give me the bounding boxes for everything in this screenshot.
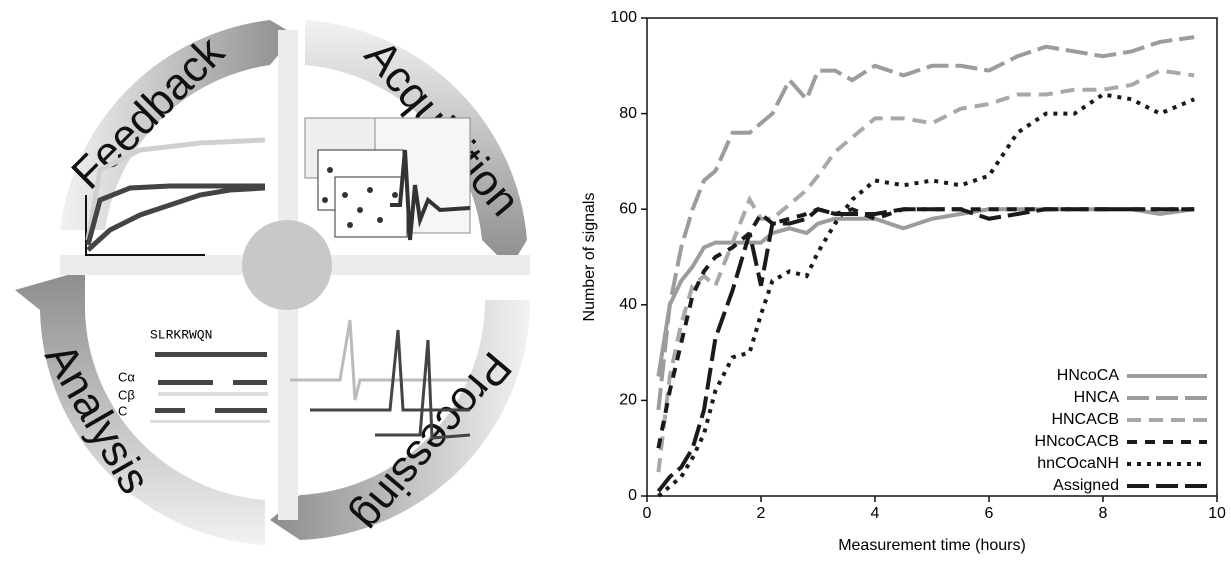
x-tick-label: 10 xyxy=(1208,505,1226,522)
x-tick-label: 4 xyxy=(871,505,880,522)
label-ca: Cα xyxy=(118,369,135,384)
label-feedback: Feedback xyxy=(62,27,234,199)
label-c: C xyxy=(118,403,127,418)
y-axis-label: Number of signals xyxy=(581,193,598,322)
series-line xyxy=(656,206,1195,493)
legend-label: hnCOcaNH xyxy=(1037,455,1119,472)
y-tick-label: 60 xyxy=(619,200,637,217)
center-circle xyxy=(242,220,332,310)
legend-label: HNcoCACB xyxy=(1035,433,1119,450)
x-tick-label: 2 xyxy=(757,505,766,522)
series-line xyxy=(656,207,1195,449)
x-tick-label: 8 xyxy=(1099,505,1108,522)
y-tick-label: 40 xyxy=(619,296,637,313)
legend-label: Assigned xyxy=(1053,477,1119,494)
arc-feedback xyxy=(60,20,295,230)
series-line xyxy=(657,92,1195,498)
y-tick-label: 80 xyxy=(619,105,637,122)
series-line xyxy=(656,35,1195,411)
y-tick-label: 0 xyxy=(628,487,637,504)
x-tick-label: 6 xyxy=(985,505,994,522)
legend-label: HNcoCA xyxy=(1057,367,1120,384)
analysis-plot: SLRKRWQN Cα Cβ C xyxy=(118,327,270,423)
arc-analysis xyxy=(15,270,265,545)
label-analysis: Analysis xyxy=(35,335,159,501)
arc-acquisition xyxy=(305,20,527,268)
label-processing: Processing xyxy=(343,343,520,541)
legend-label: HNCA xyxy=(1074,389,1120,406)
x-axis-label: Measurement time (hours) xyxy=(838,537,1026,554)
line-chart: 0 20 40 60 80 100 0 2 4 6 8 10 Measurement time (hou… xyxy=(581,9,1226,554)
cycle-diagram: Feedback Acquisition Analysis Processing… xyxy=(15,20,531,545)
label-cb: Cβ xyxy=(118,387,135,402)
feedback-plot xyxy=(85,137,266,256)
plot-frame xyxy=(646,17,1218,497)
series-line xyxy=(656,207,1195,377)
series-line xyxy=(656,68,1195,473)
sequence-text: SLRKRWQN xyxy=(150,327,212,342)
acquisition-plot xyxy=(304,117,471,241)
y-tick-label: 100 xyxy=(610,9,637,26)
x-tick-label: 0 xyxy=(643,505,652,522)
processing-plot xyxy=(290,319,471,440)
y-tick-label: 20 xyxy=(619,392,637,409)
legend-label: HNCACB xyxy=(1051,411,1119,428)
